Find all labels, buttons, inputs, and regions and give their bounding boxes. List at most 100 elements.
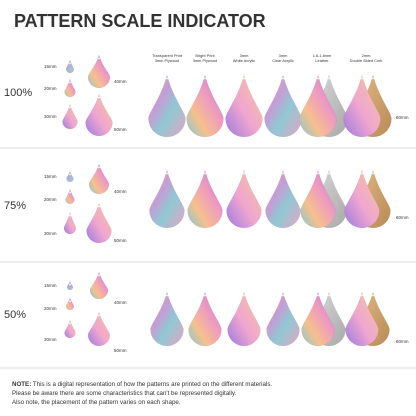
size-label: 40mm [114,300,127,305]
column-header: 3mm Plywood [155,58,179,63]
sample-drop [227,291,261,347]
size-label: 20mm [44,306,57,311]
hole [204,77,206,80]
hole [328,294,330,297]
note-line: Also note, the placement of the pattern … [12,399,181,406]
sample-drop [299,74,337,138]
hole [243,77,245,80]
sample-drop [188,291,222,347]
size-label: 20mm [44,86,57,91]
column-header: Leather [315,58,329,63]
column-header: Transparent Print [152,53,183,58]
hole [69,62,71,65]
sample-drop [266,291,300,347]
scale-label: 75% [4,200,26,212]
hole [98,314,100,317]
column-header: 3mm [279,53,288,58]
hole [317,172,319,175]
sample-drop [149,169,185,229]
sample-drop [226,169,262,229]
hole [282,294,284,297]
hole [166,172,168,175]
size-label: 50mm [114,127,127,132]
hole [98,96,100,99]
small-drop [65,59,75,74]
column-header: 3mm Plywood [193,58,217,63]
hole [69,283,71,286]
size-label: 30mm [44,231,57,236]
hole [282,77,284,80]
small-drop [64,78,76,98]
sample-drop [264,74,302,138]
scale-label: 50% [4,309,26,321]
sample-drop [150,291,184,347]
note-label: NOTE: [12,381,31,388]
hole [372,294,374,297]
large-drop [86,202,112,244]
sample-drop [187,169,223,229]
large-drop [89,271,109,300]
hole [328,77,330,80]
hole [69,81,71,84]
hole [328,172,330,175]
size-label: 15mm [44,174,57,179]
size-label: 30mm [44,114,57,119]
column-header: 3mm [240,53,249,58]
hole [204,294,206,297]
size-label: 30mm [44,337,57,342]
hole [361,77,363,80]
hole [98,57,100,60]
column-header: Double Sided Cork [350,58,383,63]
small-drop [65,297,75,311]
hole [243,294,245,297]
large-drop [88,163,110,195]
hole [372,77,374,80]
size-label: 60mm [396,215,409,220]
small-drop [66,280,74,291]
hole [372,172,374,175]
hole [69,300,71,303]
column-header: White Acrylic [233,58,255,63]
column-header: 2mm [362,53,371,58]
small-drop [63,211,77,235]
hole [361,294,363,297]
size-label: 15mm [44,283,57,288]
hole [317,77,319,80]
hole [243,172,245,175]
small-drop [62,103,78,130]
note-text: This is a digital representation of how … [33,381,273,388]
size-label: 50mm [114,348,127,353]
title: PATTERN SCALE INDICATOR [14,11,266,31]
sample-drop [345,291,379,347]
hole [317,294,319,297]
note-line: Please be aware there are some character… [12,390,237,397]
sample-drop [148,74,186,138]
hole [69,173,71,176]
sample-drop [225,74,263,138]
small-drop [66,170,74,183]
size-label: 20mm [44,197,57,202]
size-label: 15mm [44,64,57,69]
sample-drop [343,74,381,138]
small-drop [64,319,76,339]
size-label: 40mm [114,189,127,194]
hole [204,172,206,175]
size-label: 40mm [114,79,127,84]
sample-drop [265,169,301,229]
hole [282,172,284,175]
hole [69,214,71,217]
scale-label: 100% [4,87,32,99]
hole [69,191,71,194]
hole [98,274,100,277]
hole [69,322,71,325]
hole [166,294,168,297]
large-drop [87,54,111,89]
sample-drop [186,74,224,138]
small-drop [65,188,75,205]
column-header: 1.6-1.8mm [313,53,332,58]
size-label: 50mm [114,238,127,243]
hole [69,106,71,109]
large-drop [85,93,113,137]
column-header: Bright Print [195,53,215,58]
